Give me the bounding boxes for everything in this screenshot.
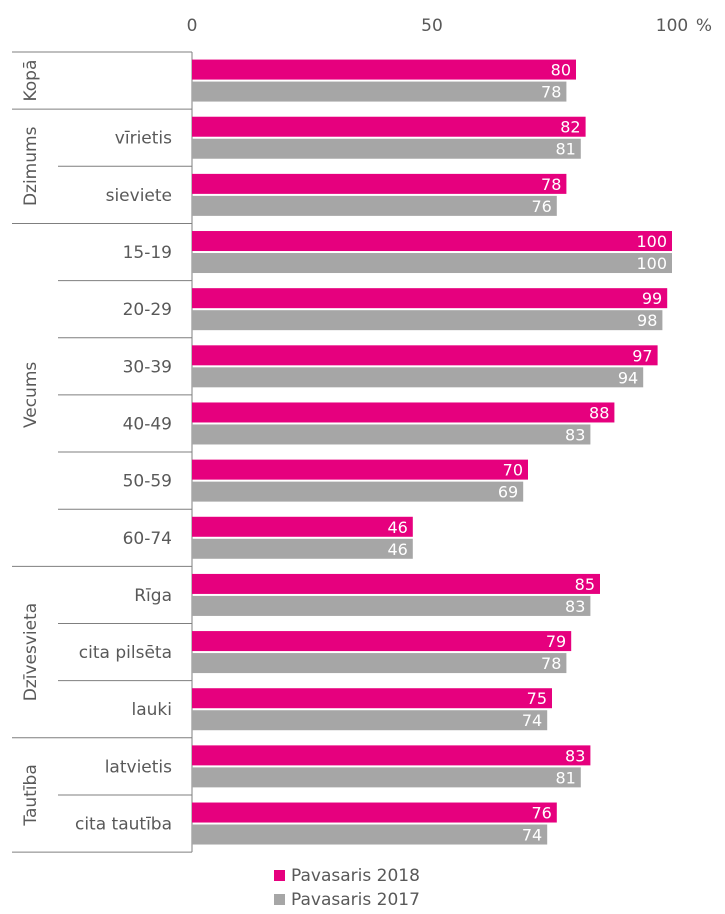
bar-2018 [192, 59, 576, 80]
data-label-2017: 81 [555, 768, 575, 787]
data-label-2018: 80 [551, 61, 571, 80]
data-label-2018: 99 [642, 289, 662, 308]
data-label-2018: 46 [387, 518, 407, 537]
legend-swatch-2017 [274, 894, 285, 905]
data-label-2017: 100 [636, 254, 667, 273]
bar-2017 [192, 138, 581, 159]
bar-2018 [192, 688, 552, 709]
bar-2017 [192, 195, 557, 216]
bar-2017 [192, 595, 591, 616]
bar-2017 [192, 424, 591, 445]
category-label: 30-39 [123, 357, 172, 377]
bar-2018 [192, 116, 586, 137]
data-label-2018: 85 [575, 575, 595, 594]
legend-label-2017: Pavasaris 2017 [291, 890, 420, 910]
bar-2017 [192, 653, 567, 674]
data-label-2017: 74 [522, 711, 542, 730]
category-label: 15-19 [123, 243, 172, 263]
bar-2017 [192, 824, 548, 845]
bar-2018 [192, 231, 672, 252]
legend-item-2018: Pavasaris 2018 [274, 866, 420, 886]
group-label: Dzīvesvieta [21, 603, 41, 701]
bar-2017 [192, 367, 644, 388]
data-label-2017: 83 [565, 597, 585, 616]
x-tick-label: 100 [656, 16, 688, 36]
data-label-2018: 76 [531, 804, 551, 823]
data-label-2018: 78 [541, 175, 561, 194]
data-label-2018: 88 [589, 403, 609, 422]
data-label-2017: 83 [565, 425, 585, 444]
data-label-2018: 83 [565, 746, 585, 765]
bar-2018 [192, 459, 528, 480]
bar-2018 [192, 573, 600, 594]
category-label: cita tautība [75, 815, 172, 835]
category-label: cita pilsēta [79, 643, 172, 663]
category-label: Rīga [134, 586, 172, 606]
category-label: lauki [132, 700, 172, 720]
legend: Pavasaris 2018 Pavasaris 2017 [274, 866, 420, 910]
data-label-2017: 76 [531, 197, 551, 216]
bar-2018 [192, 345, 658, 366]
data-label-2018: 79 [546, 632, 566, 651]
bar-2017 [192, 481, 524, 502]
bar-2018 [192, 802, 557, 823]
data-label-2018: 75 [527, 689, 547, 708]
category-label: 40-49 [123, 414, 172, 434]
data-label-2018: 97 [632, 346, 652, 365]
group-label: Dzimums [21, 126, 41, 206]
legend-swatch-2018 [274, 870, 285, 881]
category-label: vīrietis [115, 129, 172, 149]
data-label-2018: 70 [503, 461, 523, 480]
category-label: 20-29 [123, 300, 172, 320]
category-label: 50-59 [123, 472, 172, 492]
data-label-2017: 74 [522, 826, 542, 845]
data-label-2017: 78 [541, 83, 561, 102]
bar-2017 [192, 253, 672, 274]
category-label: sieviete [106, 186, 172, 206]
data-label-2018: 82 [560, 118, 580, 137]
legend-item-2017: Pavasaris 2017 [274, 890, 420, 910]
bar-2018 [192, 745, 591, 766]
data-label-2017: 46 [387, 540, 407, 559]
group-label: Kopā [21, 60, 41, 102]
bar-2017 [192, 767, 581, 788]
bar-2018 [192, 173, 567, 194]
bar-2018 [192, 288, 668, 309]
data-label-2017: 81 [555, 140, 575, 159]
bar-2018 [192, 516, 413, 537]
bar-2018 [192, 631, 572, 652]
data-label-2017: 98 [637, 311, 657, 330]
bar-2017 [192, 538, 413, 559]
group-label: Tautība [21, 764, 41, 826]
x-tick-label: 0 [187, 16, 198, 36]
bar-2017 [192, 81, 567, 102]
data-label-2017: 78 [541, 654, 561, 673]
data-label-2018: 100 [636, 232, 667, 251]
data-label-2017: 69 [498, 483, 518, 502]
x-unit-label: % [696, 16, 712, 36]
group-label: Vecums [21, 362, 41, 428]
category-label: 60-74 [123, 529, 172, 549]
bar-2018 [192, 402, 615, 423]
x-tick-label: 50 [421, 16, 443, 36]
data-label-2017: 94 [618, 368, 638, 387]
bar-2017 [192, 310, 663, 331]
bar-2017 [192, 710, 548, 731]
legend-label-2018: Pavasaris 2018 [291, 866, 420, 886]
category-label: latvietis [105, 757, 172, 777]
